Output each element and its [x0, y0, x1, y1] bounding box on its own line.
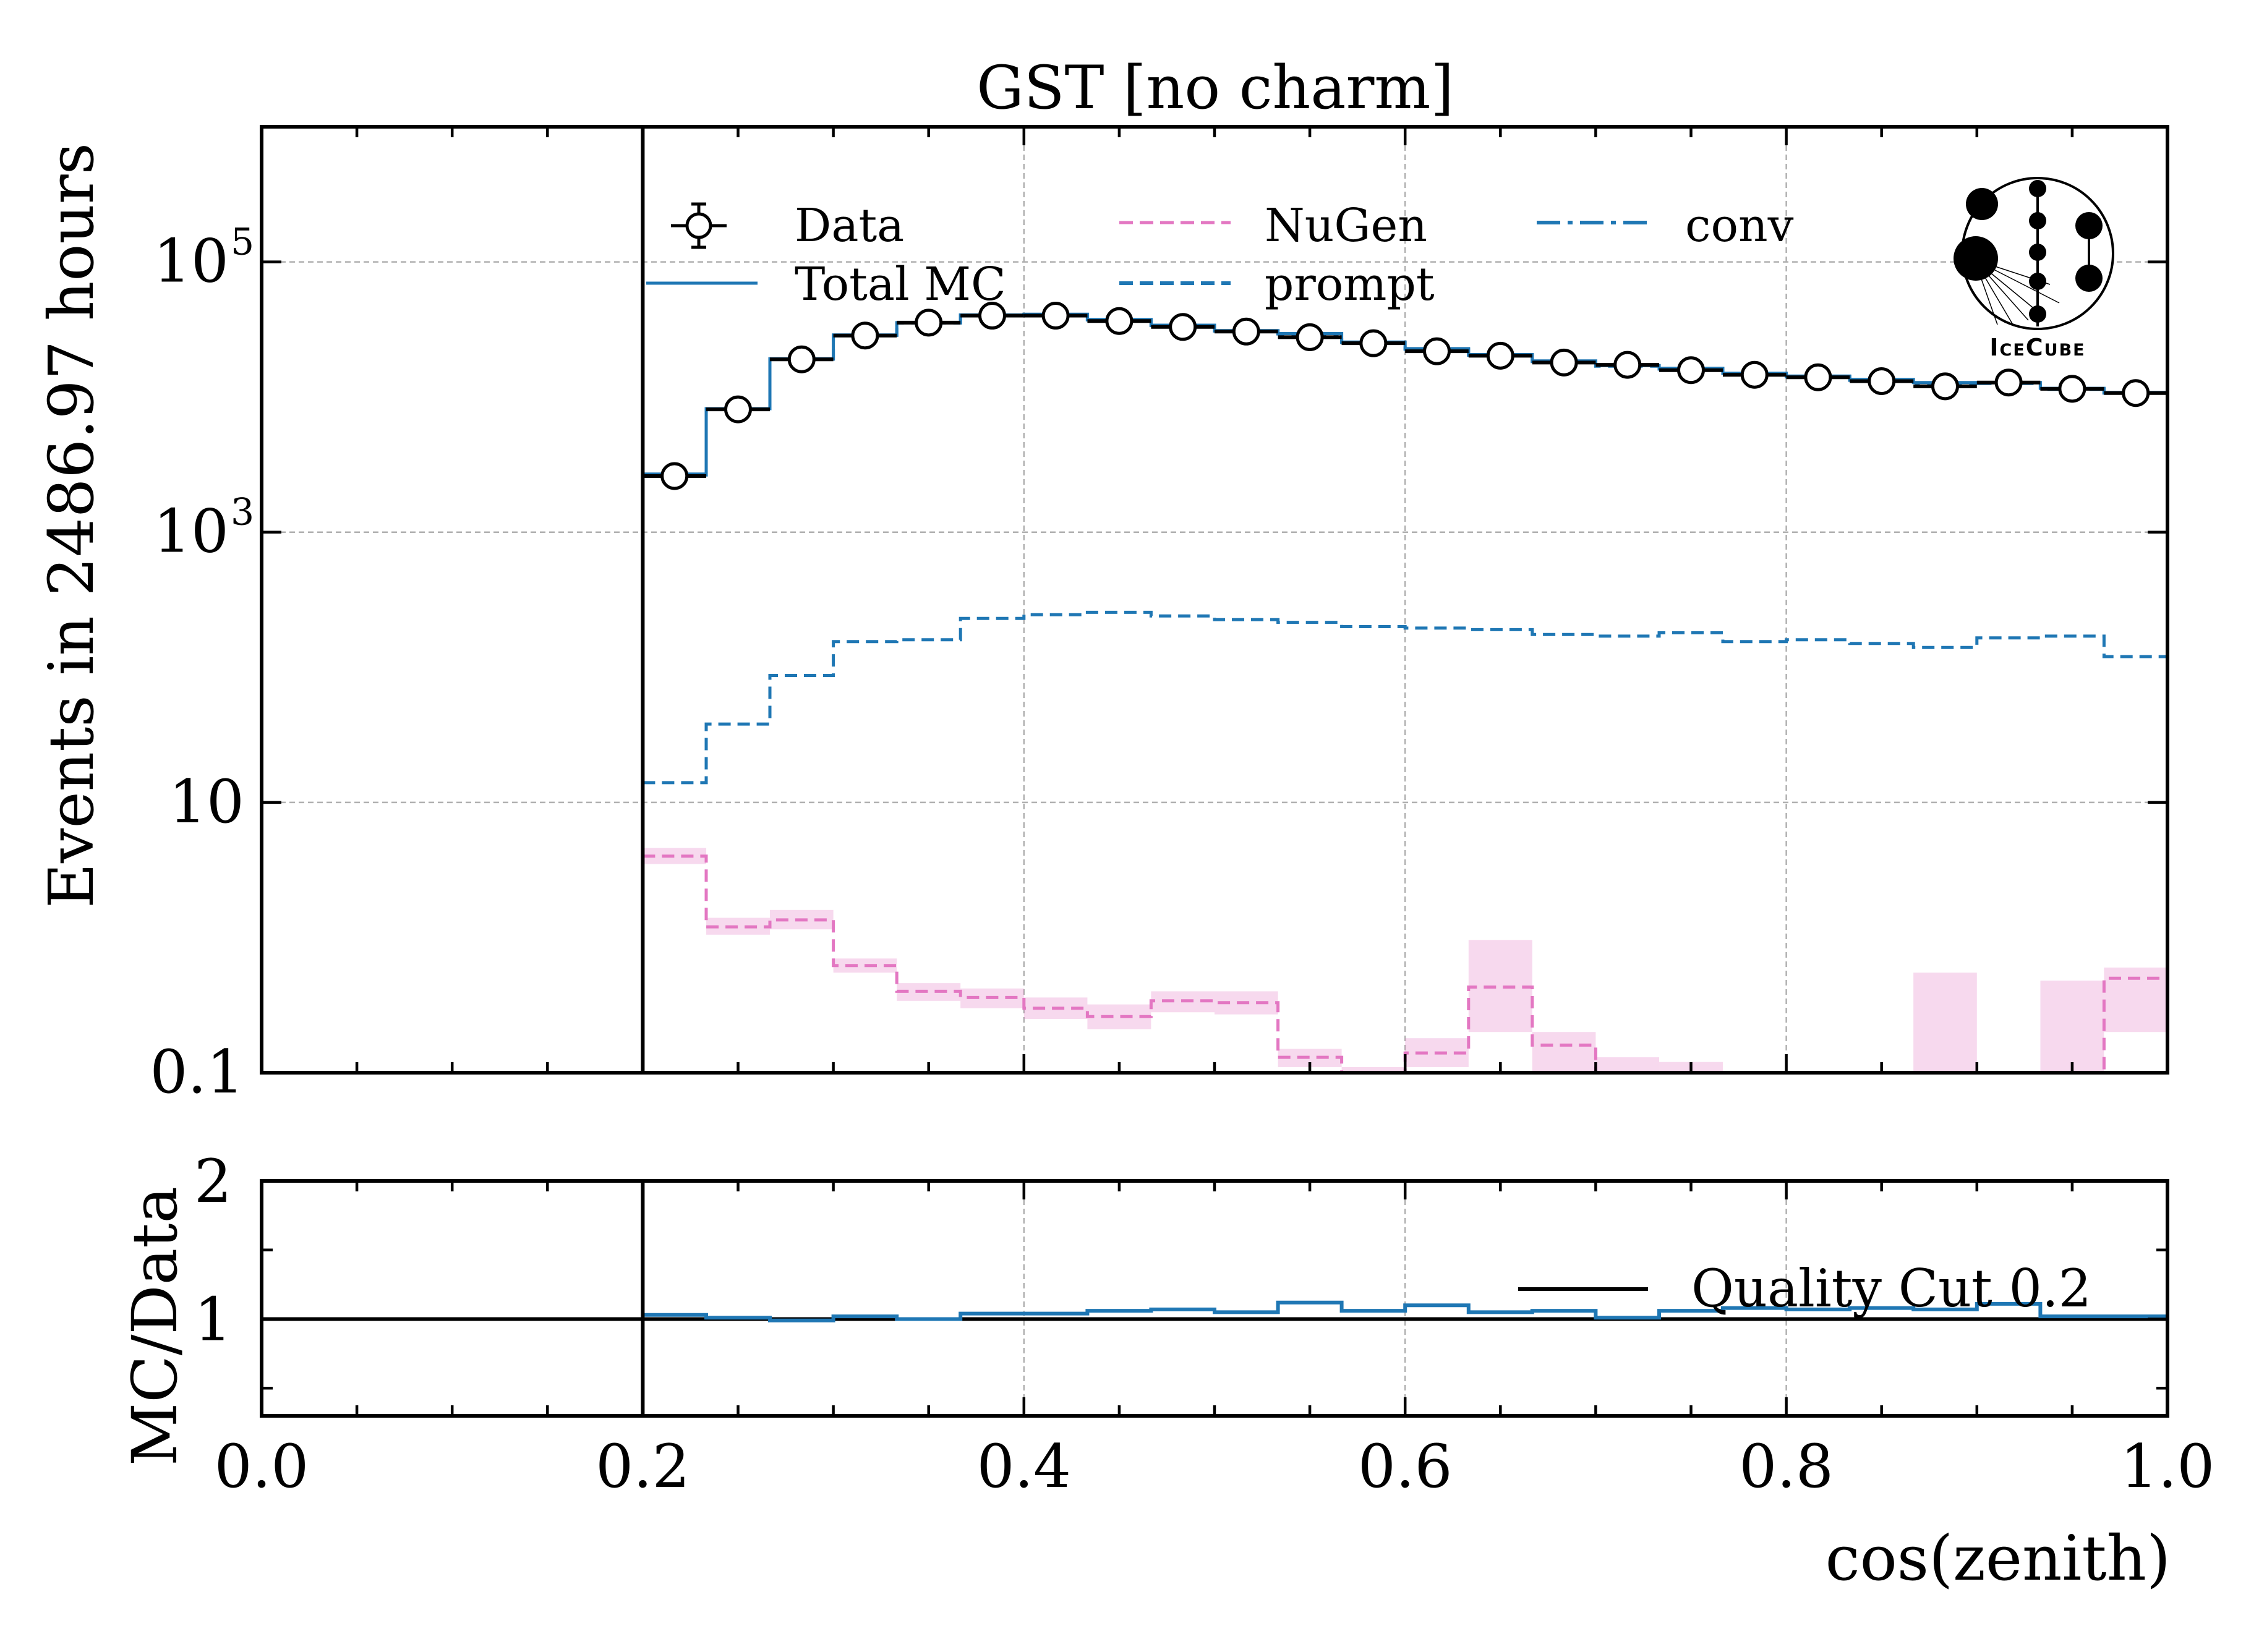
data-point-marker — [2060, 377, 2085, 401]
main-y-tick-label: 10 — [153, 227, 229, 296]
ratio-y-axis-label: MC/Data — [119, 1186, 191, 1466]
x-axis-label: cos(zenith) — [1826, 1522, 2171, 1595]
nugen-band-bin — [1913, 973, 1977, 1073]
main-y-tick-exponent: 5 — [231, 221, 254, 264]
legend-label-nugen: NuGen — [1265, 199, 1427, 252]
data-point-marker — [1297, 325, 1322, 349]
x-tick-label: 0.0 — [215, 1432, 309, 1501]
data-point-marker — [1107, 309, 1132, 333]
data-point-marker — [1996, 370, 2021, 395]
data-point-marker — [853, 323, 878, 348]
nugen-band-bin — [2040, 981, 2104, 1073]
data-point-marker — [1552, 350, 1576, 375]
x-tick-label: 0.6 — [1358, 1432, 1453, 1501]
data-point-marker — [1679, 358, 1704, 383]
data-point-marker — [1488, 343, 1513, 368]
ratio-y-tick-label: 1 — [194, 1285, 232, 1355]
data-point-marker — [1234, 319, 1258, 344]
data-point-marker — [726, 397, 751, 422]
main-y-tick-label: 0.1 — [150, 1037, 244, 1107]
x-tick-label: 0.2 — [596, 1432, 690, 1501]
legend-label-total-mc: Total MC — [795, 258, 1006, 311]
chart-title: GST [no charm] — [976, 53, 1454, 122]
x-tick-label: 0.8 — [1739, 1432, 1834, 1501]
data-point-marker — [1171, 315, 1195, 339]
data-point-marker — [2124, 381, 2148, 406]
x-tick-label: 0.4 — [976, 1432, 1071, 1501]
data-point-marker — [1425, 339, 1450, 364]
data-point-marker — [789, 347, 814, 372]
legend-label-data: Data — [795, 199, 904, 252]
main-y-tick-label: 10 — [153, 497, 229, 566]
data-point-marker — [1361, 331, 1386, 356]
data-point-marker — [1043, 304, 1068, 328]
main-y-axis-label: Events in 2486.97 hours — [35, 143, 108, 908]
nugen-band-bin — [1595, 1057, 1659, 1073]
main-y-tick-label: 10 — [169, 767, 244, 837]
data-point-marker — [662, 464, 687, 488]
ratio-y-tick-label: 2 — [194, 1147, 232, 1216]
data-point-marker — [1742, 362, 1767, 387]
x-tick-label: 1.0 — [2120, 1432, 2215, 1501]
data-point-marker — [1615, 352, 1640, 377]
data-point-marker — [916, 310, 941, 335]
nugen-band-bin — [1532, 1032, 1596, 1073]
data-point-marker — [1806, 365, 1830, 390]
data-point-marker — [1869, 369, 1894, 394]
main-y-tick-exponent: 3 — [231, 491, 254, 534]
legend-label-conv: conv — [1685, 199, 1794, 252]
data-point-marker — [1932, 374, 1957, 399]
legend-label-prompt: prompt — [1265, 258, 1435, 311]
icecube-logo-text: IceCube — [1989, 334, 2085, 361]
legend-data-marker — [687, 214, 711, 237]
legend-label-quality-cut: Quality Cut 0.2 — [1691, 1258, 2091, 1319]
